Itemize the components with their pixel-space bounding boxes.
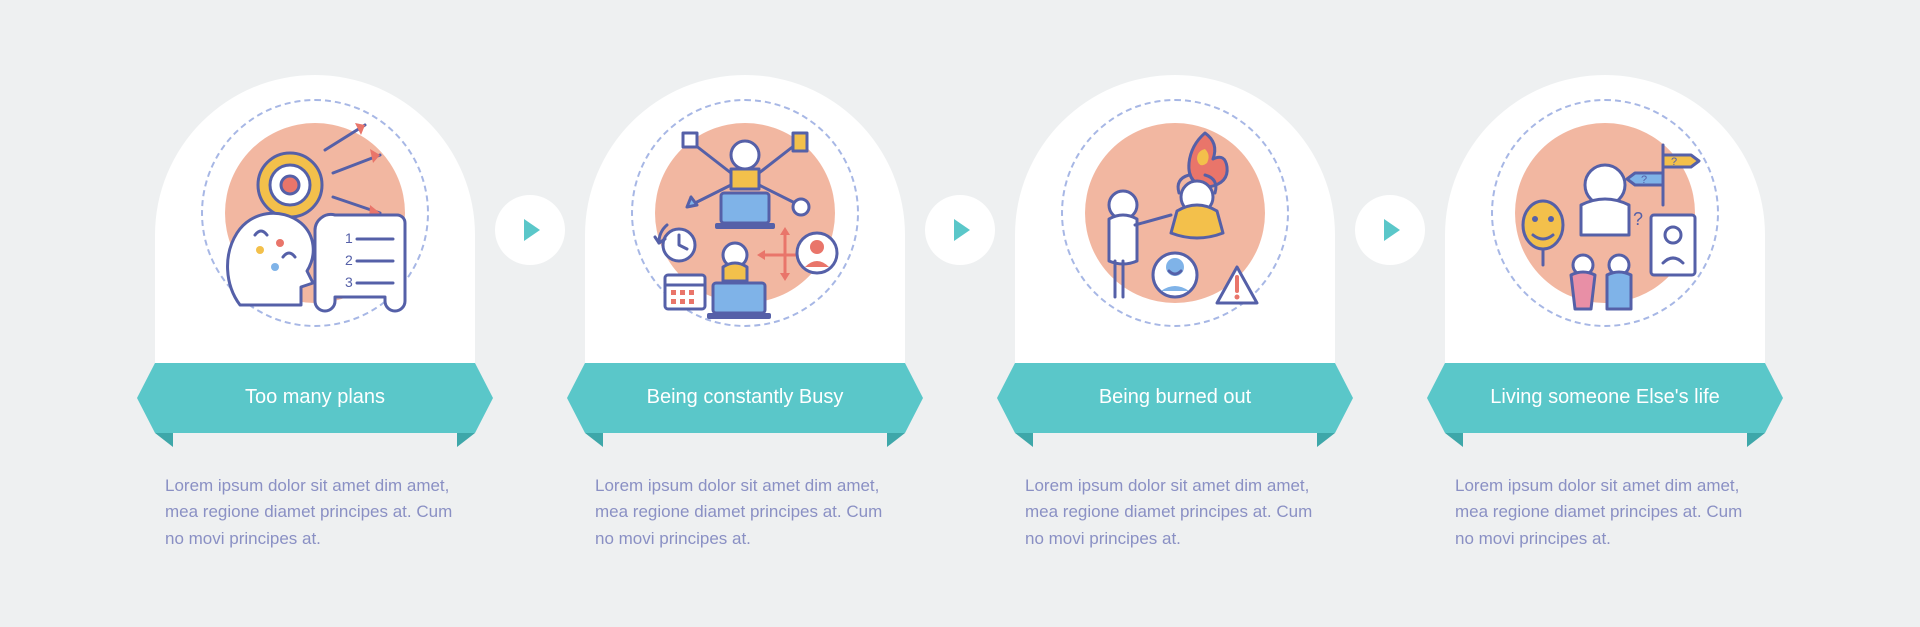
elselife-icon: ? ? ? xyxy=(1485,105,1725,345)
step-title: Being constantly Busy xyxy=(647,385,844,410)
ribbon-wrap: Living someone Else's life xyxy=(1425,353,1785,443)
arch-4: ? ? ? xyxy=(1445,75,1765,365)
ribbon-tail-right xyxy=(905,363,923,433)
arch-3 xyxy=(1015,75,1335,365)
arrow-connector-2 xyxy=(925,195,995,265)
ribbon-wrap: Too many plans xyxy=(135,353,495,443)
step-description: Lorem ipsum dolor sit amet dim amet, mea… xyxy=(1455,473,1755,552)
ribbon-tail-left xyxy=(137,363,155,433)
ribbon-tail-right xyxy=(1765,363,1783,433)
step-title: Being burned out xyxy=(1099,385,1251,410)
step-description: Lorem ipsum dolor sit amet dim amet, mea… xyxy=(1025,473,1325,552)
svg-text:3: 3 xyxy=(345,274,353,290)
ribbon-label: Being constantly Busy xyxy=(585,363,905,433)
step-title: Too many plans xyxy=(245,385,385,410)
arrow-connector-1 xyxy=(495,195,565,265)
plans-icon: 1 2 3 xyxy=(195,105,435,345)
ribbon-label: Living someone Else's life xyxy=(1445,363,1765,433)
ribbon-label: Too many plans xyxy=(155,363,475,433)
arch-1: 1 2 3 xyxy=(155,75,475,365)
svg-text:1: 1 xyxy=(345,230,353,246)
svg-text:?: ? xyxy=(1641,174,1647,186)
step-description: Lorem ipsum dolor sit amet dim amet, mea… xyxy=(595,473,895,552)
burnout-icon xyxy=(1055,105,1295,345)
step-description: Lorem ipsum dolor sit amet dim amet, mea… xyxy=(165,473,465,552)
svg-text:?: ? xyxy=(1633,209,1643,229)
infographic-row: 1 2 3 Too many plans Lorem ipsum dolor s… xyxy=(60,75,1860,552)
arch-2 xyxy=(585,75,905,365)
arrow-connector-3 xyxy=(1355,195,1425,265)
chevron-right-icon xyxy=(954,219,970,241)
ribbon-tail-right xyxy=(1335,363,1353,433)
step-constantly-busy: Being constantly Busy Lorem ipsum dolor … xyxy=(565,75,925,552)
step-title: Living someone Else's life xyxy=(1490,385,1720,410)
ribbon-label: Being burned out xyxy=(1015,363,1335,433)
step-too-many-plans: 1 2 3 Too many plans Lorem ipsum dolor s… xyxy=(135,75,495,552)
ribbon-wrap: Being constantly Busy xyxy=(565,353,925,443)
svg-text:2: 2 xyxy=(345,252,353,268)
step-burned-out: Being burned out Lorem ipsum dolor sit a… xyxy=(995,75,1355,552)
svg-text:?: ? xyxy=(1671,156,1677,168)
chevron-right-icon xyxy=(1384,219,1400,241)
ribbon-wrap: Being burned out xyxy=(995,353,1355,443)
ribbon-tail-right xyxy=(475,363,493,433)
step-someone-elses-life: ? ? ? xyxy=(1425,75,1785,552)
ribbon-tail-left xyxy=(567,363,585,433)
busy-icon xyxy=(625,105,865,345)
ribbon-tail-left xyxy=(997,363,1015,433)
ribbon-tail-left xyxy=(1427,363,1445,433)
chevron-right-icon xyxy=(524,219,540,241)
